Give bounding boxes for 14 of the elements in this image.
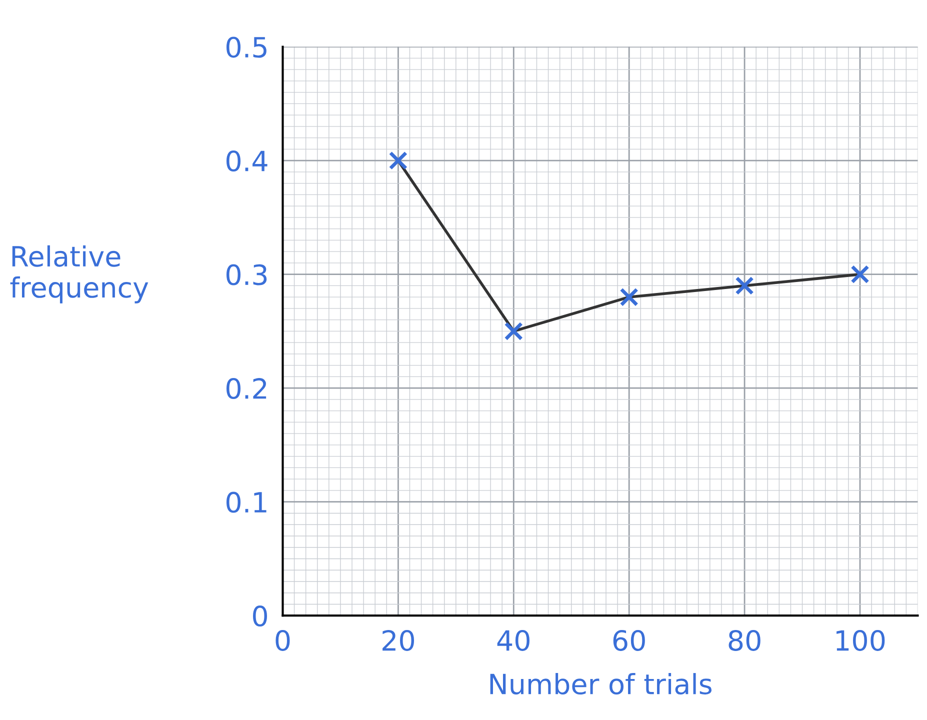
x-axis-title: Number of trials xyxy=(490,673,712,695)
y-tick-label: 0.1 xyxy=(226,492,266,513)
y-tick-label: 0.4 xyxy=(226,150,268,172)
x-tick-label: 60 xyxy=(613,630,645,651)
y-axis-title: Relative frequency xyxy=(10,245,148,304)
x-tick-label: 80 xyxy=(728,630,760,651)
x-tick-label: 0 xyxy=(276,630,290,651)
x-tick-label: 40 xyxy=(497,630,530,651)
x-tick-label: 100 xyxy=(836,630,885,651)
y-tick-label: 0 xyxy=(253,606,267,627)
y-tick-label: 0.5 xyxy=(226,36,266,58)
y-tick-label: 0.3 xyxy=(226,264,267,286)
x-tick-label: 20 xyxy=(382,630,414,651)
y-tick-label: 0.2 xyxy=(226,378,266,400)
